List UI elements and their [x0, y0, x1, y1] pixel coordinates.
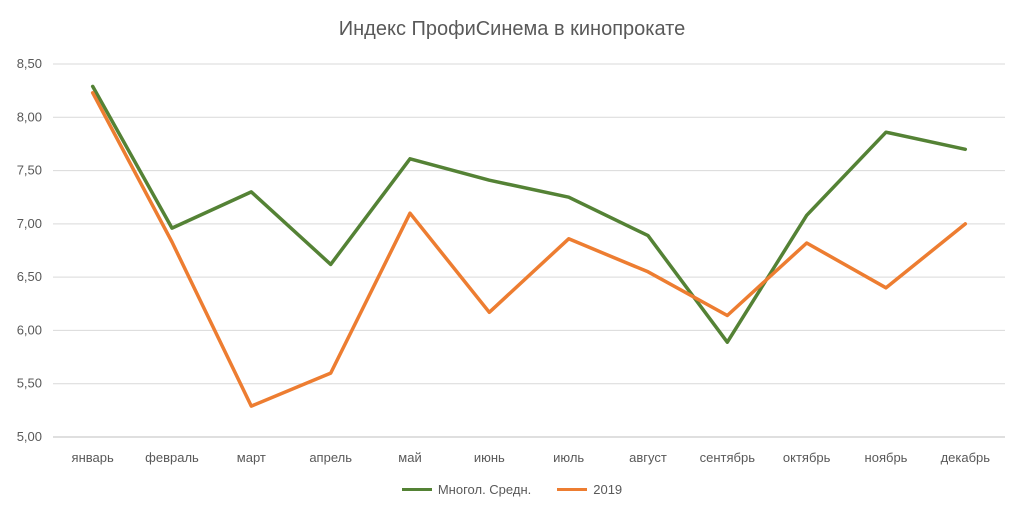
x-tick-label: июль: [553, 450, 584, 465]
x-tick-label: январь: [72, 450, 114, 465]
y-tick-label: 5,50: [17, 376, 42, 391]
x-tick-label: апрель: [309, 450, 352, 465]
x-tick-label: ноябрь: [865, 450, 908, 465]
y-tick-label: 6,00: [17, 322, 42, 337]
x-tick-label: декабрь: [941, 450, 991, 465]
x-tick-label: октябрь: [783, 450, 831, 465]
legend-label-series-2: 2019: [593, 482, 623, 497]
y-tick-label: 6,50: [17, 269, 42, 284]
x-tick-label: май: [398, 450, 421, 465]
legend-swatch-series-1: [401, 488, 432, 491]
legend-label-series-1: Многол. Средн.: [437, 482, 532, 497]
legend-item-series-2: 2019: [557, 482, 622, 497]
y-tick-label: 7,00: [17, 216, 42, 231]
legend: Многол. Средн. 2019: [0, 482, 1024, 497]
y-tick-label: 8,50: [17, 56, 42, 71]
gridlines: [53, 63, 1005, 438]
legend-item-series-1: Многол. Средн.: [401, 482, 532, 497]
x-tick-label: сентябрь: [700, 450, 756, 465]
x-tick-label: август: [629, 450, 667, 465]
series-lines: [90, 84, 968, 408]
series-line-2: [90, 91, 968, 408]
legend-swatch-series-2: [557, 488, 588, 491]
y-tick-label: 8,00: [17, 109, 42, 124]
y-tick-label: 5,00: [17, 429, 42, 444]
series-line-1: [90, 84, 968, 344]
y-axis: 5,00 5,50 6,00 6,50 7,00 7,50 8,00 8,50: [17, 56, 42, 444]
x-axis: январь февраль март апрель май июнь июль август…: [72, 450, 991, 465]
chart-title: Индекс ПрофиСинема в кинопрокате: [338, 18, 686, 40]
x-tick-label: июнь: [474, 450, 505, 465]
x-tick-label: март: [237, 450, 266, 465]
y-tick-label: 7,50: [17, 163, 42, 178]
x-tick-label: февраль: [145, 450, 199, 465]
